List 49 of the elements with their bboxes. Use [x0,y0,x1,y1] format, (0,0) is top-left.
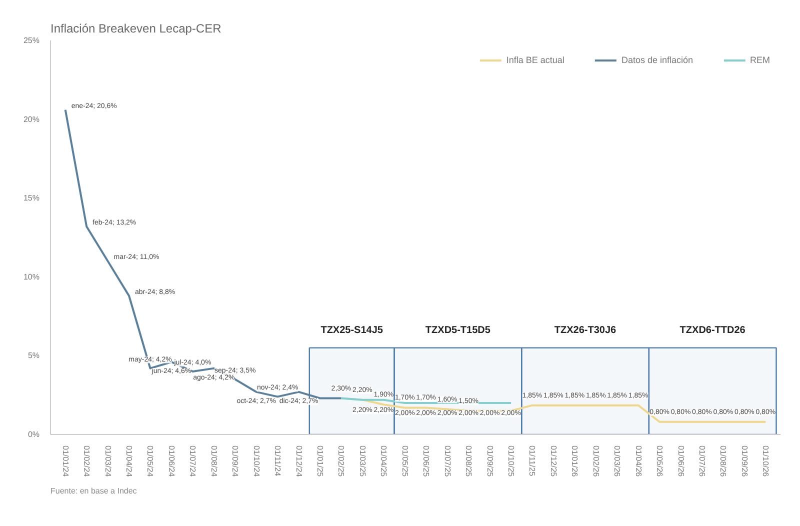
x-tick-label: 01/07/24 [188,446,198,478]
x-tick-label: 01/04/24 [124,446,134,478]
y-tick-label: 5% [28,351,40,360]
x-tick-label: 01/05/25 [400,446,410,478]
legend-label: Infla BE actual [506,55,564,65]
band-label: TZXD5-T15D5 [425,324,491,336]
x-tick-label: 01/06/25 [422,446,431,478]
x-tick-label: 01/05/24 [146,446,155,478]
x-tick-label: 01/08/25 [464,446,474,478]
x-tick-label: 01/02/26 [591,446,600,478]
band-label: TZX25-S14J5 [320,324,384,336]
y-tick-label: 15% [23,194,40,203]
x-tick-label: 01/01/26 [570,446,580,478]
x-tick-label: 01/04/26 [634,446,643,478]
x-tick-label: 01/07/25 [442,446,452,478]
x-tick-label: 01/04/25 [379,446,388,478]
x-tick-label: 01/09/24 [230,446,240,478]
y-tick-label: 0% [28,430,40,439]
x-tick-label: 01/09/25 [485,446,494,478]
y-tick-label: 10% [23,272,40,282]
x-tick-label: 01/11/25 [528,446,537,477]
y-tick-label: 20% [23,114,40,124]
x-tick-label: 01/10/24 [252,446,261,478]
x-tick-label: 01/11/24 [273,446,282,477]
chart-title: Inflación Breakeven Lecap-CER [50,22,222,36]
x-tick-label: 01/03/24 [103,446,112,478]
x-tick-label: 01/10/26 [761,446,770,478]
x-tick-label: 01/09/26 [740,446,749,478]
x-tick-label: 01/12/24 [294,446,304,478]
x-tick-label: 01/10/25 [506,446,516,478]
legend-label: Datos de inflación [621,55,693,65]
x-tick-label: 01/06/26 [676,446,686,478]
band-label: TZXD6-TTD26 [680,324,746,336]
x-tick-label: 01/03/25 [358,446,367,478]
x-tick-label: 01/08/24 [209,446,218,478]
x-tick-label: 01/08/26 [718,446,728,478]
x-tick-label: 01/12/25 [548,446,558,478]
x-tick-label: 01/06/24 [166,446,176,478]
legend-label: REM [750,55,770,65]
source-note: Fuente: en base a Indec [50,486,137,496]
band-label: TZX26-T30J6 [554,324,617,336]
x-tick-label: 01/02/25 [336,446,346,478]
x-tick-label: 01/07/26 [697,446,706,478]
x-tick-label: 01/03/26 [612,446,622,478]
x-tick-label: 01/01/24 [60,446,70,478]
x-tick-label: 01/05/26 [655,446,664,478]
x-tick-label: 01/01/25 [316,446,325,478]
x-tick-label: 01/02/24 [82,446,92,478]
y-tick-label: 25% [23,36,40,45]
